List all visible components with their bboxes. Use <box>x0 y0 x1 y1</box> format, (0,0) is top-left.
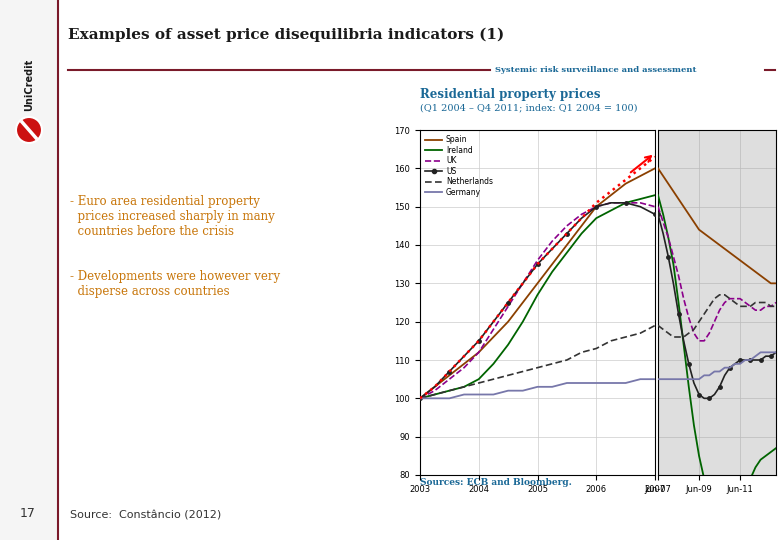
Text: 17: 17 <box>20 507 36 520</box>
Circle shape <box>16 117 42 143</box>
Text: - Developments were however very: - Developments were however very <box>70 270 280 283</box>
Text: - Euro area residential property: - Euro area residential property <box>70 195 260 208</box>
Text: prices increased sharply in many: prices increased sharply in many <box>70 210 275 223</box>
Text: Sources: ECB and Bloomberg.: Sources: ECB and Bloomberg. <box>420 478 572 487</box>
Bar <box>0 0 58 540</box>
Text: Systemic risk surveillance and assessment: Systemic risk surveillance and assessmen… <box>495 66 697 74</box>
Text: Examples of asset price disequilibria indicators (1): Examples of asset price disequilibria in… <box>68 28 504 43</box>
Text: UniCredit: UniCredit <box>24 59 34 111</box>
Text: (Q1 2004 – Q4 2011; index: Q1 2004 = 100): (Q1 2004 – Q4 2011; index: Q1 2004 = 100… <box>420 103 637 112</box>
Text: Residential property prices: Residential property prices <box>420 88 601 101</box>
Legend: Spain, Ireland, UK, US, Netherlands, Germany: Spain, Ireland, UK, US, Netherlands, Ger… <box>424 134 495 199</box>
Text: countries before the crisis: countries before the crisis <box>70 225 234 238</box>
Text: disperse across countries: disperse across countries <box>70 285 229 298</box>
Text: Source:  Constâncio (2012): Source: Constâncio (2012) <box>70 510 222 520</box>
